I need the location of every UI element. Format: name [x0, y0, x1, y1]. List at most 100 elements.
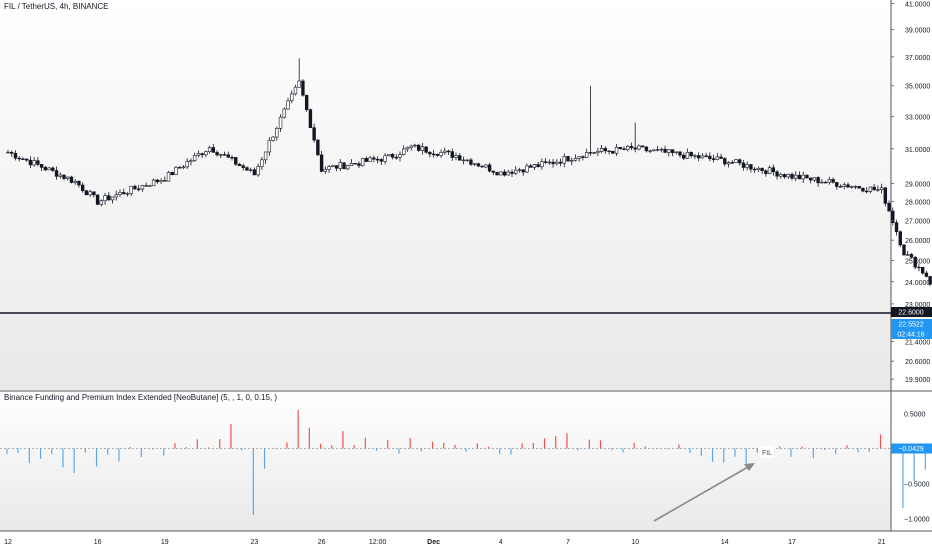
candle-up	[327, 166, 331, 170]
candle-down	[629, 146, 634, 149]
candle	[346, 164, 350, 171]
candle	[528, 163, 533, 168]
candle	[69, 175, 74, 184]
fil-annotation[interactable]: FIL	[760, 446, 774, 458]
candle	[10, 150, 14, 157]
candle	[797, 171, 802, 180]
candle-down	[379, 159, 384, 162]
candle	[185, 158, 189, 169]
candle-down	[215, 152, 219, 156]
candle-up	[185, 161, 189, 168]
candle-down	[618, 146, 622, 150]
candle	[342, 162, 346, 170]
funding-bar	[140, 448, 142, 457]
candle	[767, 165, 772, 175]
candle	[424, 146, 428, 154]
candle-down	[663, 148, 667, 153]
candle	[622, 146, 626, 151]
candle-up	[547, 161, 552, 164]
candle	[458, 153, 462, 161]
candle-down	[711, 158, 716, 160]
candle	[405, 146, 410, 152]
trend-arrow[interactable]	[653, 463, 755, 522]
funding-bar	[566, 433, 568, 449]
candle	[334, 165, 339, 172]
candle-down	[838, 186, 843, 188]
candle	[465, 159, 469, 162]
indicator-axis-ticks: 0.5000 −0.5000 −1.0000	[904, 412, 930, 524]
candle-down	[909, 254, 914, 258]
candle-down	[846, 184, 850, 188]
candle-up	[850, 186, 854, 188]
candle	[711, 154, 716, 163]
funding-bar	[611, 448, 613, 451]
candle-down	[536, 164, 540, 168]
funding-bar	[319, 443, 322, 449]
candle-up	[271, 136, 275, 141]
funding-bar	[454, 444, 456, 449]
candle	[323, 166, 328, 175]
candle-up	[32, 160, 36, 166]
candle	[704, 152, 708, 158]
price-tick-label: 29.0000	[905, 181, 930, 188]
candle	[151, 178, 156, 187]
candle-up	[293, 86, 298, 95]
candle-up	[248, 169, 253, 171]
funding-bar-series	[6, 410, 926, 515]
candle	[278, 114, 283, 132]
time-axis-background[interactable]	[0, 531, 932, 550]
candle	[431, 149, 436, 158]
candle-up	[140, 185, 145, 190]
candle	[136, 184, 141, 192]
candle-up	[413, 144, 417, 147]
funding-bar	[678, 444, 680, 449]
funding-bar	[342, 431, 344, 449]
candle-down	[831, 179, 835, 183]
candle	[913, 255, 917, 270]
funding-bar	[95, 448, 98, 467]
candle-up	[99, 200, 104, 205]
candle-down	[211, 147, 216, 153]
funding-bar	[129, 447, 131, 449]
candle-down	[234, 157, 238, 165]
candle-up	[189, 160, 193, 162]
candle	[435, 153, 440, 157]
candle-up	[151, 179, 156, 187]
time-tick-label: 21	[878, 539, 886, 546]
candle	[66, 176, 70, 181]
candle-down	[21, 158, 25, 160]
candle	[301, 79, 305, 97]
funding-bar	[387, 440, 389, 449]
fil-annotation-box	[760, 446, 774, 458]
candle-up	[286, 100, 290, 110]
price-label-badge	[891, 319, 932, 330]
candle	[543, 158, 548, 165]
funding-bar	[846, 445, 848, 449]
candle	[883, 187, 888, 207]
candle	[144, 182, 148, 187]
time-tick-label: 10	[631, 539, 639, 546]
candle-down	[476, 163, 481, 167]
candle	[271, 136, 275, 142]
candle	[290, 90, 294, 104]
candle	[652, 149, 656, 152]
price-axis-background[interactable]	[891, 0, 932, 531]
funding-bar	[711, 448, 714, 462]
funding-bar	[577, 448, 579, 451]
time-tick-label: 7	[566, 539, 570, 546]
candle	[570, 157, 574, 166]
candle	[715, 153, 720, 161]
funding-bar	[6, 448, 8, 455]
candle-up	[58, 174, 62, 177]
candle	[398, 151, 402, 162]
candle	[667, 149, 671, 157]
candle-up	[383, 155, 387, 162]
price-tick-label: 35.0000	[905, 84, 930, 91]
price-label-text: 22.6000	[898, 310, 923, 317]
candle	[786, 173, 790, 179]
candle-down	[487, 164, 492, 172]
funding-bar	[521, 443, 523, 449]
candle	[125, 192, 130, 197]
